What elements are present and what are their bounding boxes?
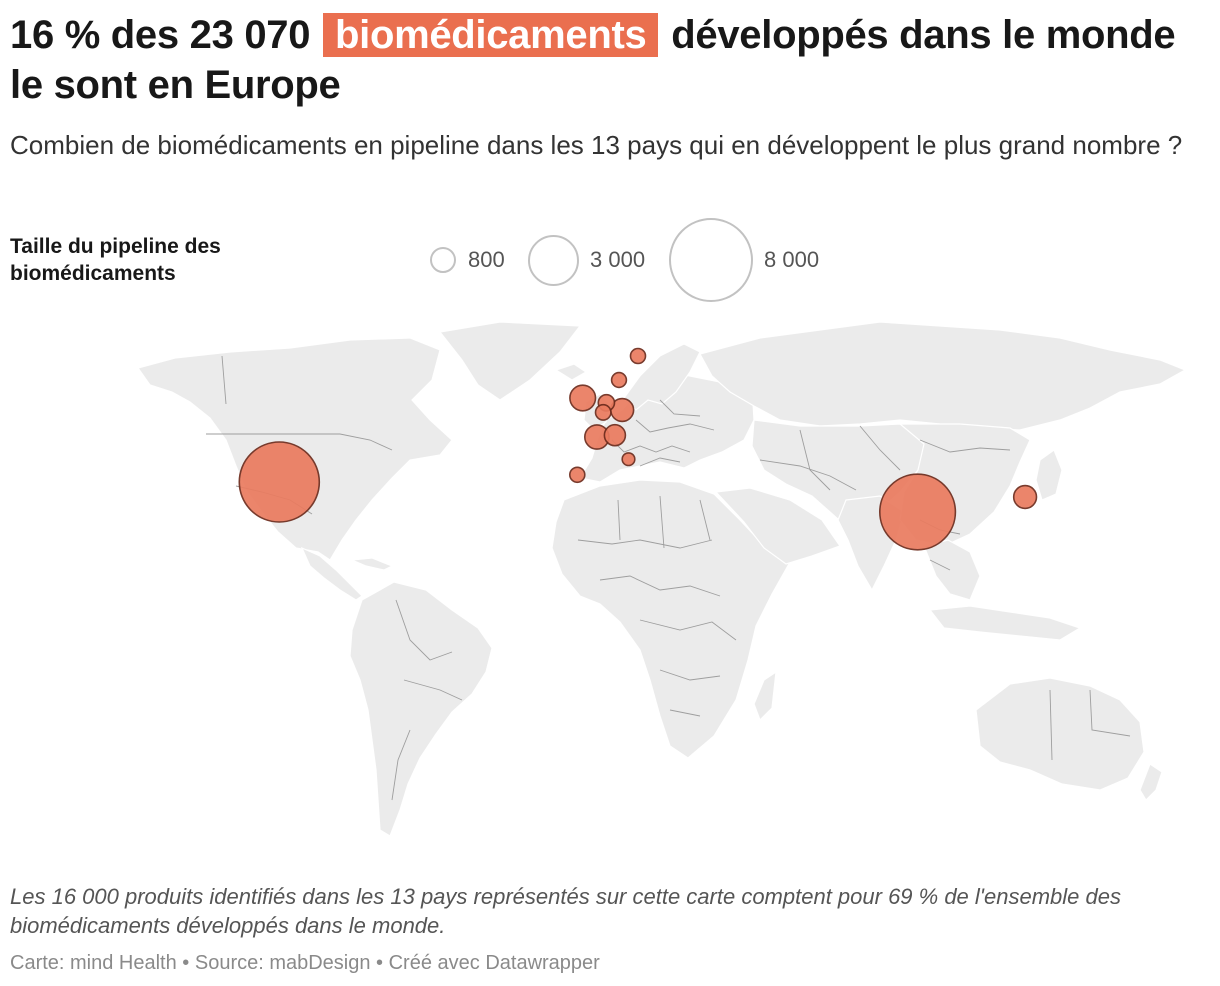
pipeline-bubble-7[interactable] <box>603 423 627 447</box>
land-africa <box>551 479 791 759</box>
land-australia <box>975 677 1145 791</box>
land-north-asia <box>699 321 1187 431</box>
size-legend: Taille du pipeline des biomédicaments 80… <box>0 215 1220 305</box>
land-japan <box>1035 449 1063 501</box>
chart-footer: Carte: mind Health • Source: mabDesign •… <box>10 952 600 974</box>
border-south-america <box>391 599 463 801</box>
chart-notes: Les 16 000 produits identifiés dans les … <box>10 884 1121 938</box>
land-middle-east <box>714 487 841 565</box>
land-iceland <box>554 363 588 381</box>
pipeline-bubbles <box>238 347 1038 551</box>
pipeline-bubble-12[interactable] <box>610 371 628 389</box>
land-caribbean <box>351 557 394 571</box>
land-masses <box>137 321 1187 837</box>
land-southeast-asia <box>923 539 981 601</box>
pipeline-bubble-10[interactable] <box>629 347 647 365</box>
world-map <box>137 321 1187 837</box>
pipeline-bubble-13[interactable] <box>621 452 636 467</box>
border-asia <box>759 425 1011 571</box>
title-part-2: développés dans le monde le sont en Euro… <box>10 13 1176 107</box>
pipeline-bubble-1[interactable] <box>238 441 321 523</box>
land-central-america <box>300 546 363 601</box>
title-highlight: biomédicaments <box>323 13 659 57</box>
legend-label-medium: 3 000 <box>590 247 646 272</box>
land-south-america <box>349 581 493 837</box>
land-scandinavia <box>623 343 701 411</box>
border-africa <box>577 495 737 717</box>
land-indonesia <box>928 605 1082 641</box>
chart-title: 16 % des 23 070 biomédicaments développé… <box>10 10 1200 110</box>
legend-circle-large <box>669 218 753 302</box>
legend-label-large: 8 000 <box>764 247 820 272</box>
title-part-1: 16 % des 23 070 <box>10 13 311 57</box>
pipeline-bubble-11[interactable] <box>568 466 586 484</box>
pipeline-bubble-9[interactable] <box>594 403 612 421</box>
border-canada-us <box>206 433 393 451</box>
legend-circle-small <box>430 247 456 273</box>
border-alaska <box>221 355 227 405</box>
legend-label-small: 800 <box>468 247 505 272</box>
pipeline-bubble-5[interactable] <box>1012 484 1038 510</box>
pipeline-bubble-2[interactable] <box>878 473 957 551</box>
land-madagascar <box>753 670 777 722</box>
land-greenland <box>438 321 582 401</box>
pipeline-bubble-3[interactable] <box>569 384 597 412</box>
legend-circle-medium <box>528 235 579 286</box>
land-new-zealand <box>1139 763 1163 801</box>
chart-subtitle: Combien de biomédicaments en pipeline da… <box>10 130 1183 160</box>
legend-title: Taille du pipeline des biomédicaments <box>10 235 221 285</box>
border-australia <box>1049 689 1131 761</box>
border-europe <box>611 399 715 467</box>
